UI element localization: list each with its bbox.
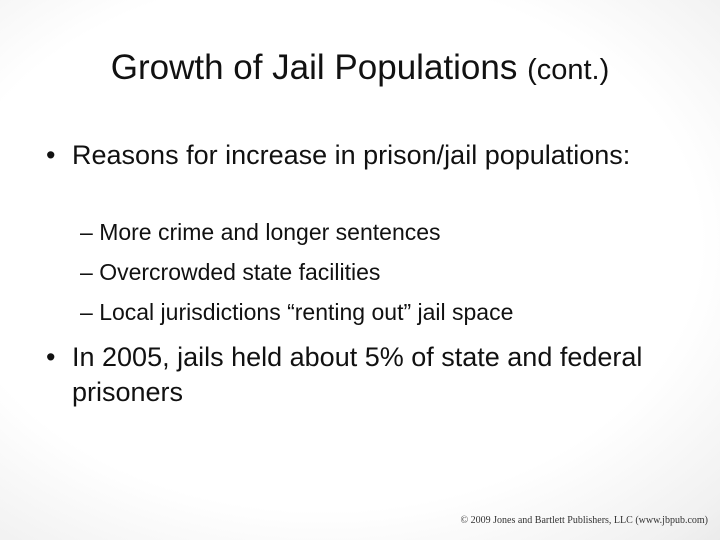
slide-title: Growth of Jail Populations (cont.) [0, 46, 720, 92]
sub-bullet-text: More crime and longer sentences [99, 219, 441, 245]
sub-bullet-crime: – More crime and longer sentences [80, 218, 441, 246]
bullet-text: In 2005, jails held about 5% of state an… [72, 342, 643, 407]
sub-bullet-marker: – [80, 219, 93, 245]
bullet-reasons: • Reasons for increase in prison/jail po… [46, 138, 686, 173]
sub-bullet-marker: – [80, 259, 93, 285]
sub-bullet-renting: – Local jurisdictions “renting out” jail… [80, 298, 513, 326]
bullet-text: Reasons for increase in prison/jail popu… [72, 140, 631, 170]
slide-title-suffix: (cont.) [527, 54, 610, 86]
bullet-marker: • [46, 342, 56, 372]
sub-bullet-overcrowded: – Overcrowded state facilities [80, 258, 380, 286]
sub-bullet-text: Local jurisdictions “renting out” jail s… [99, 299, 514, 325]
sub-bullet-text: Overcrowded state facilities [99, 259, 381, 285]
sub-bullet-marker: – [80, 299, 93, 325]
copyright-footer: © 2009 Jones and Bartlett Publishers, LL… [460, 515, 708, 526]
slide-title-main: Growth of Jail Populations [110, 48, 518, 87]
bullet-2005: • In 2005, jails held about 5% of state … [46, 340, 686, 410]
bullet-marker: • [46, 140, 56, 170]
